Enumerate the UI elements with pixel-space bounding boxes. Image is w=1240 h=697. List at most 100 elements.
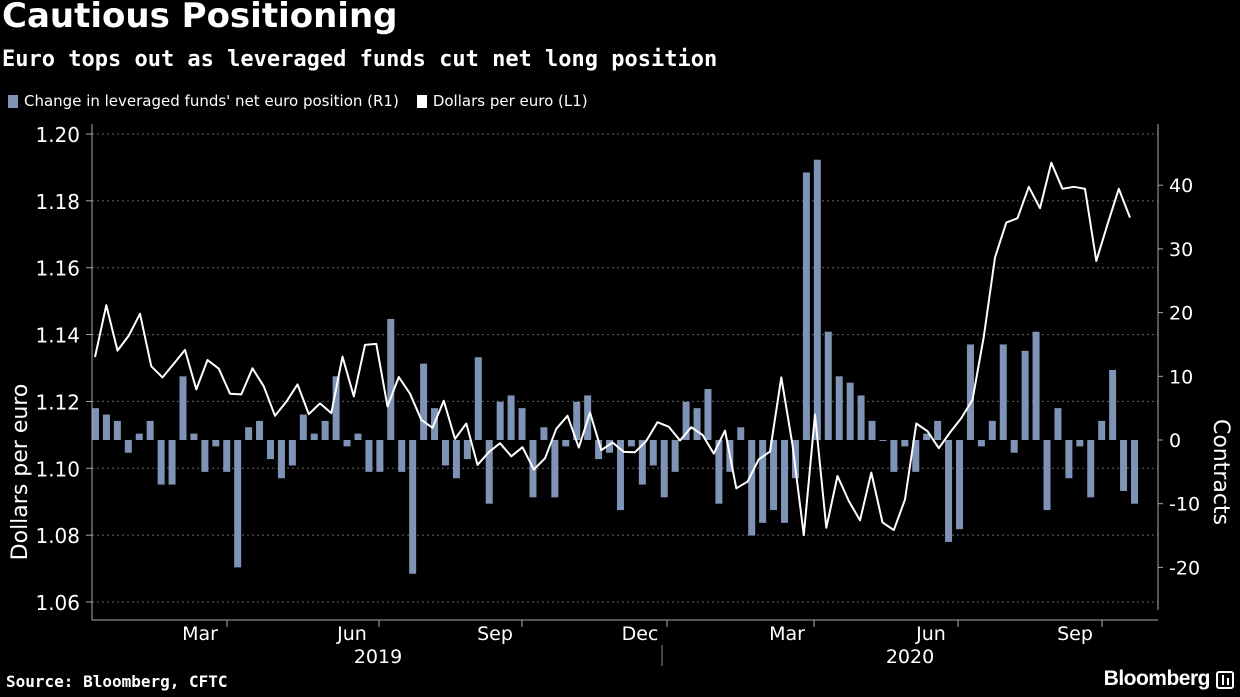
bar <box>923 433 931 440</box>
bar <box>212 440 220 447</box>
bar <box>813 159 821 440</box>
right-tick-label: 20 <box>1169 303 1193 325</box>
bar <box>441 440 449 466</box>
bar <box>332 376 340 440</box>
bar <box>1010 440 1018 453</box>
bar <box>704 389 712 440</box>
bar <box>901 440 909 447</box>
bloomberg-icon <box>1216 671 1234 689</box>
bar <box>595 440 603 460</box>
legend-label-line: Dollars per euro (L1) <box>432 92 588 110</box>
month-label: Mar <box>769 623 805 645</box>
chart-title: Cautious Positioning <box>2 0 398 36</box>
bar <box>879 440 887 441</box>
bar <box>999 344 1007 440</box>
bar <box>201 440 209 472</box>
bar <box>124 440 132 453</box>
bar <box>256 420 264 440</box>
bar <box>157 440 165 485</box>
bar <box>616 440 624 511</box>
left-tick-label: 1.10 <box>35 457 80 481</box>
bar <box>1021 350 1029 440</box>
bar <box>463 440 471 460</box>
bar <box>966 344 974 440</box>
month-label: Sep <box>1057 623 1093 645</box>
bar <box>266 440 274 460</box>
bar <box>92 408 99 440</box>
bar <box>146 420 154 440</box>
bar <box>135 433 143 440</box>
bar <box>102 414 110 440</box>
chart-subtitle: Euro tops out as leveraged funds cut net… <box>2 47 718 72</box>
bar <box>1087 440 1095 498</box>
bar <box>354 433 362 440</box>
bar <box>791 440 799 479</box>
bar <box>376 440 384 472</box>
source-note: Source: Bloomberg, CFTC <box>6 672 228 691</box>
bar <box>1131 440 1138 504</box>
bar <box>288 440 296 466</box>
bar <box>1065 440 1073 479</box>
bar <box>343 440 351 447</box>
bar <box>420 363 428 440</box>
bar <box>1109 369 1117 440</box>
bar <box>649 440 657 466</box>
bar <box>638 440 646 485</box>
legend-label-bars: Change in leveraged funds' net euro posi… <box>24 92 399 110</box>
bar <box>781 440 789 523</box>
bar <box>1054 408 1062 440</box>
bar <box>452 440 460 479</box>
bar <box>802 172 810 440</box>
right-tick-label: 0 <box>1169 430 1181 452</box>
bar <box>562 440 570 447</box>
legend-swatch-bars <box>8 94 18 108</box>
legend: Change in leveraged funds' net euro posi… <box>8 92 606 110</box>
bar <box>365 440 373 472</box>
bar <box>693 408 701 440</box>
left-tick-label: 1.18 <box>35 190 80 214</box>
month-label: Sep <box>477 623 513 645</box>
month-label: Mar <box>182 623 218 645</box>
left-tick-label: 1.20 <box>35 123 80 147</box>
month-label: Jun <box>336 623 367 645</box>
bar <box>606 440 614 453</box>
legend-item-line: Dollars per euro (L1) <box>416 92 588 110</box>
bar <box>770 440 778 511</box>
left-tick-label: 1.12 <box>35 390 80 414</box>
fx-rate-line <box>94 161 1131 537</box>
bar <box>868 420 876 440</box>
bar <box>945 440 953 542</box>
month-label: Jun <box>915 623 946 645</box>
bar <box>277 440 285 479</box>
bar <box>223 440 231 472</box>
right-tick-label: 30 <box>1169 239 1193 261</box>
right-axis-label: Contracts <box>1208 419 1233 525</box>
bar <box>890 440 898 472</box>
bar <box>737 427 745 440</box>
line-series <box>94 161 1131 537</box>
bar <box>474 357 482 440</box>
year-label: 2019 <box>354 646 402 668</box>
bar <box>912 440 920 472</box>
bar <box>1043 440 1051 511</box>
bar <box>398 440 406 472</box>
bar <box>573 401 581 440</box>
bar <box>310 433 318 440</box>
year-label: 2020 <box>886 646 934 668</box>
bar <box>507 395 515 440</box>
left-axis-label: Dollars per euro <box>8 384 33 561</box>
bar <box>387 318 395 440</box>
bar <box>409 440 417 574</box>
bar <box>179 376 187 440</box>
bar <box>759 440 767 523</box>
bar <box>299 414 307 440</box>
bar <box>977 440 985 447</box>
right-tick-label: 40 <box>1169 175 1193 197</box>
bar <box>682 401 690 440</box>
bar <box>496 401 504 440</box>
bar <box>660 440 668 498</box>
bar <box>857 395 865 440</box>
bar <box>748 440 756 536</box>
legend-swatch-line <box>416 94 427 108</box>
bar <box>245 427 253 440</box>
